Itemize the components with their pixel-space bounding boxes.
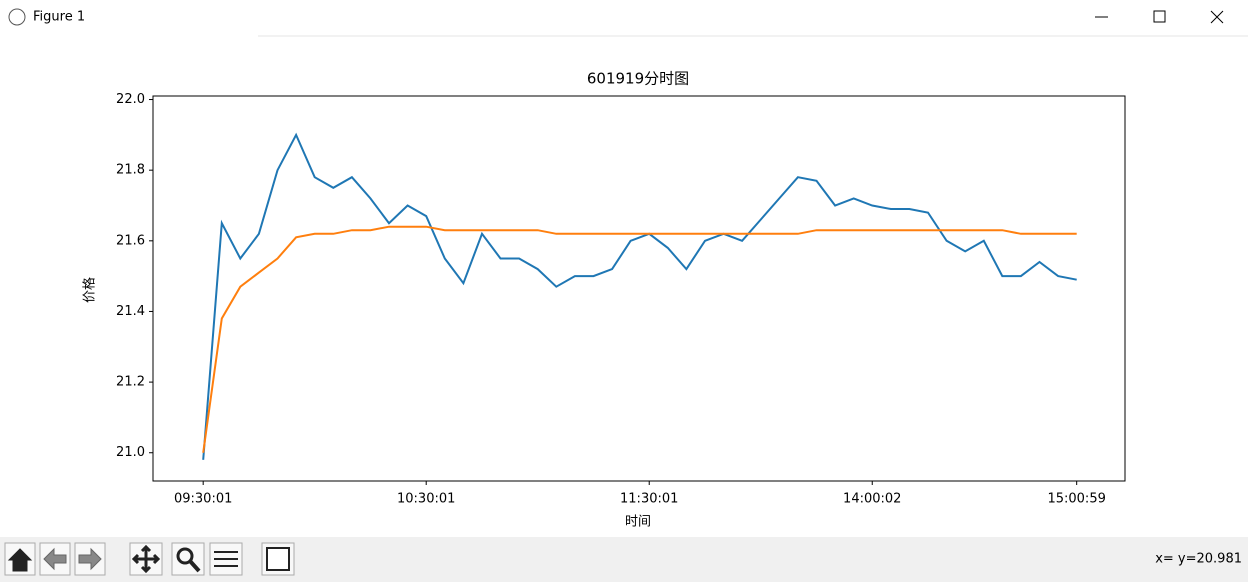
x-axis-label: 时间 (625, 515, 651, 530)
y-tick-label: 21.2 (116, 375, 145, 390)
y-axis-label: 价格 (82, 277, 98, 303)
home-icon (7, 548, 33, 572)
forward-icon (78, 547, 102, 571)
x-tick-label: 11:30:01 (620, 492, 678, 507)
toolbar-buttons (4, 542, 295, 576)
window-title: Figure 1 (33, 10, 85, 25)
y-tick-label: 21.6 (116, 233, 145, 248)
y-tick-label: 21.0 (116, 445, 145, 460)
toolbar (0, 537, 1248, 582)
plot-area: 21.0 21.2 21.4 21.6 21.8 22.0 09:30:01 10:30:01… (116, 92, 1106, 506)
price-line (202, 132, 1077, 460)
x-tick-label: 09:30:01 (174, 492, 232, 507)
zoom-icon (176, 547, 194, 565)
save-icon (266, 547, 290, 571)
app-icon (8, 8, 26, 26)
configure-icon (214, 551, 238, 567)
pan-icon (131, 544, 161, 574)
y-tick-label: 21.8 (116, 163, 145, 178)
close-button[interactable] (1210, 10, 1224, 24)
status-text: x= y=20.981 (1155, 552, 1242, 567)
zoom-icon-handle (188, 559, 201, 573)
chart-title: 601919分时图 (587, 70, 689, 88)
back-icon (43, 547, 67, 571)
axes-frame (152, 95, 1126, 482)
maximize-button[interactable] (1153, 10, 1166, 23)
x-tick-label: 10:30:01 (397, 492, 455, 507)
x-tick-label: 14:00:02 (843, 492, 901, 507)
y-tick-label: 22.0 (116, 92, 145, 107)
x-tick-label: 15:00:59 (1047, 492, 1105, 507)
y-tick-label: 21.4 (116, 304, 145, 319)
price-line (202, 225, 1077, 453)
